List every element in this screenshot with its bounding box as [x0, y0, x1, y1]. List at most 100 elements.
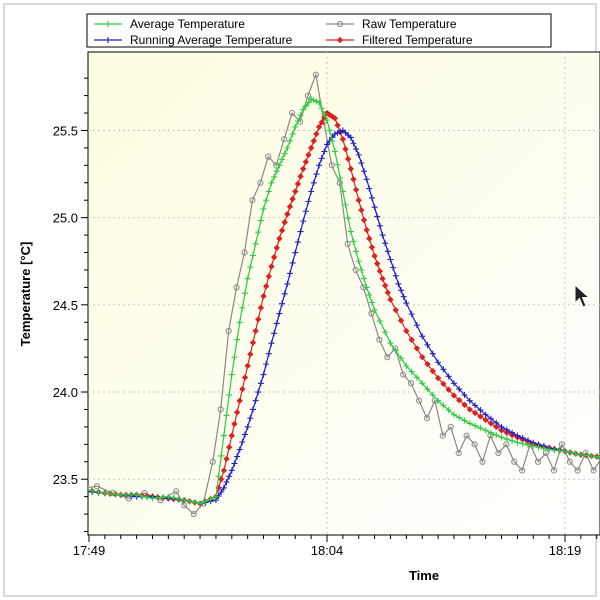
data-point [577, 451, 584, 458]
data-point [503, 426, 510, 433]
data-point [228, 432, 235, 439]
data-point [288, 109, 296, 117]
data-point [265, 188, 272, 195]
data-point [138, 493, 145, 500]
data-point [524, 441, 531, 448]
data-point [390, 264, 397, 271]
data-point [530, 443, 537, 450]
data-point [226, 473, 233, 480]
data-point [212, 493, 219, 500]
data-point [400, 371, 407, 378]
data-point [408, 336, 415, 343]
data-point [144, 494, 151, 501]
data-point [382, 240, 389, 247]
data-point [220, 432, 227, 439]
data-point [223, 412, 230, 419]
data-point [379, 275, 386, 282]
data-point [331, 148, 338, 155]
data-point [361, 168, 368, 175]
y-tick-label: 24.0 [53, 385, 78, 400]
data-point [407, 380, 415, 387]
data-point [334, 161, 341, 168]
data-point [384, 289, 391, 296]
data-point [286, 270, 293, 277]
data-point [294, 118, 301, 125]
data-point [434, 374, 442, 382]
data-point [220, 467, 228, 474]
data-point [350, 176, 357, 183]
data-point [207, 495, 214, 502]
legend-marker [105, 37, 111, 43]
data-point [535, 444, 542, 451]
data-point [353, 146, 360, 153]
data-point [456, 386, 463, 393]
data-point [313, 98, 320, 105]
data-point [542, 449, 550, 457]
legend-marker [105, 21, 111, 27]
data-point [328, 162, 335, 169]
data-point [112, 491, 119, 498]
data-point [252, 327, 259, 335]
data-point [304, 92, 312, 99]
data-point [202, 498, 209, 505]
legend-item: Filtered Temperature [326, 33, 473, 47]
data-point [368, 299, 375, 306]
x-tick-label: 17:49 [73, 543, 106, 558]
data-point [363, 226, 370, 234]
data-point [493, 419, 500, 426]
axes: 23.5 24.0 24.5 25.0 25.5 17:49 18:04 18:19 [53, 77, 598, 558]
data-point [249, 252, 256, 259]
legend: Average Temperature Raw Temperature Runnin… [86, 13, 552, 48]
data-point [429, 391, 436, 398]
data-point [461, 391, 468, 398]
data-point [445, 373, 452, 380]
data-point [307, 144, 315, 152]
data-point [415, 397, 423, 404]
data-point [284, 144, 291, 151]
data-point [368, 310, 375, 317]
data-point [255, 229, 262, 236]
data-point [331, 115, 339, 122]
data-point [374, 213, 381, 220]
data-point [439, 432, 446, 439]
data-point [321, 148, 328, 155]
data-point [271, 173, 278, 180]
data-point [334, 129, 341, 136]
legend-label: Raw Temperature [362, 17, 457, 31]
data-point [165, 493, 172, 500]
data-point [419, 333, 426, 340]
data-point [281, 150, 288, 157]
data-point [339, 188, 346, 195]
data-point [450, 380, 457, 387]
data-point [315, 123, 323, 131]
data-point [234, 336, 241, 343]
data-point [376, 336, 383, 343]
data-point [392, 272, 399, 279]
data-point [435, 397, 442, 404]
data-point [347, 228, 354, 235]
data-point [318, 105, 325, 112]
data-point [294, 239, 301, 246]
data-point [263, 361, 270, 368]
data-point [445, 407, 452, 414]
data-point [395, 280, 402, 287]
data-point [493, 432, 500, 439]
data-point [408, 368, 415, 375]
data-point [255, 316, 262, 323]
series-line [88, 98, 600, 505]
data-point [344, 155, 352, 163]
data-point [403, 327, 410, 335]
data-point [241, 249, 248, 256]
data-point [419, 380, 426, 387]
data-point [244, 362, 251, 370]
data-point [392, 306, 399, 314]
data-point [498, 434, 505, 441]
data-point [493, 423, 500, 431]
x-tick-label: 18:04 [311, 543, 344, 558]
data-point [305, 99, 312, 106]
data-point [190, 510, 197, 518]
data-point [398, 287, 405, 294]
data-point [292, 188, 299, 195]
data-point [273, 320, 280, 327]
data-point [503, 436, 510, 443]
